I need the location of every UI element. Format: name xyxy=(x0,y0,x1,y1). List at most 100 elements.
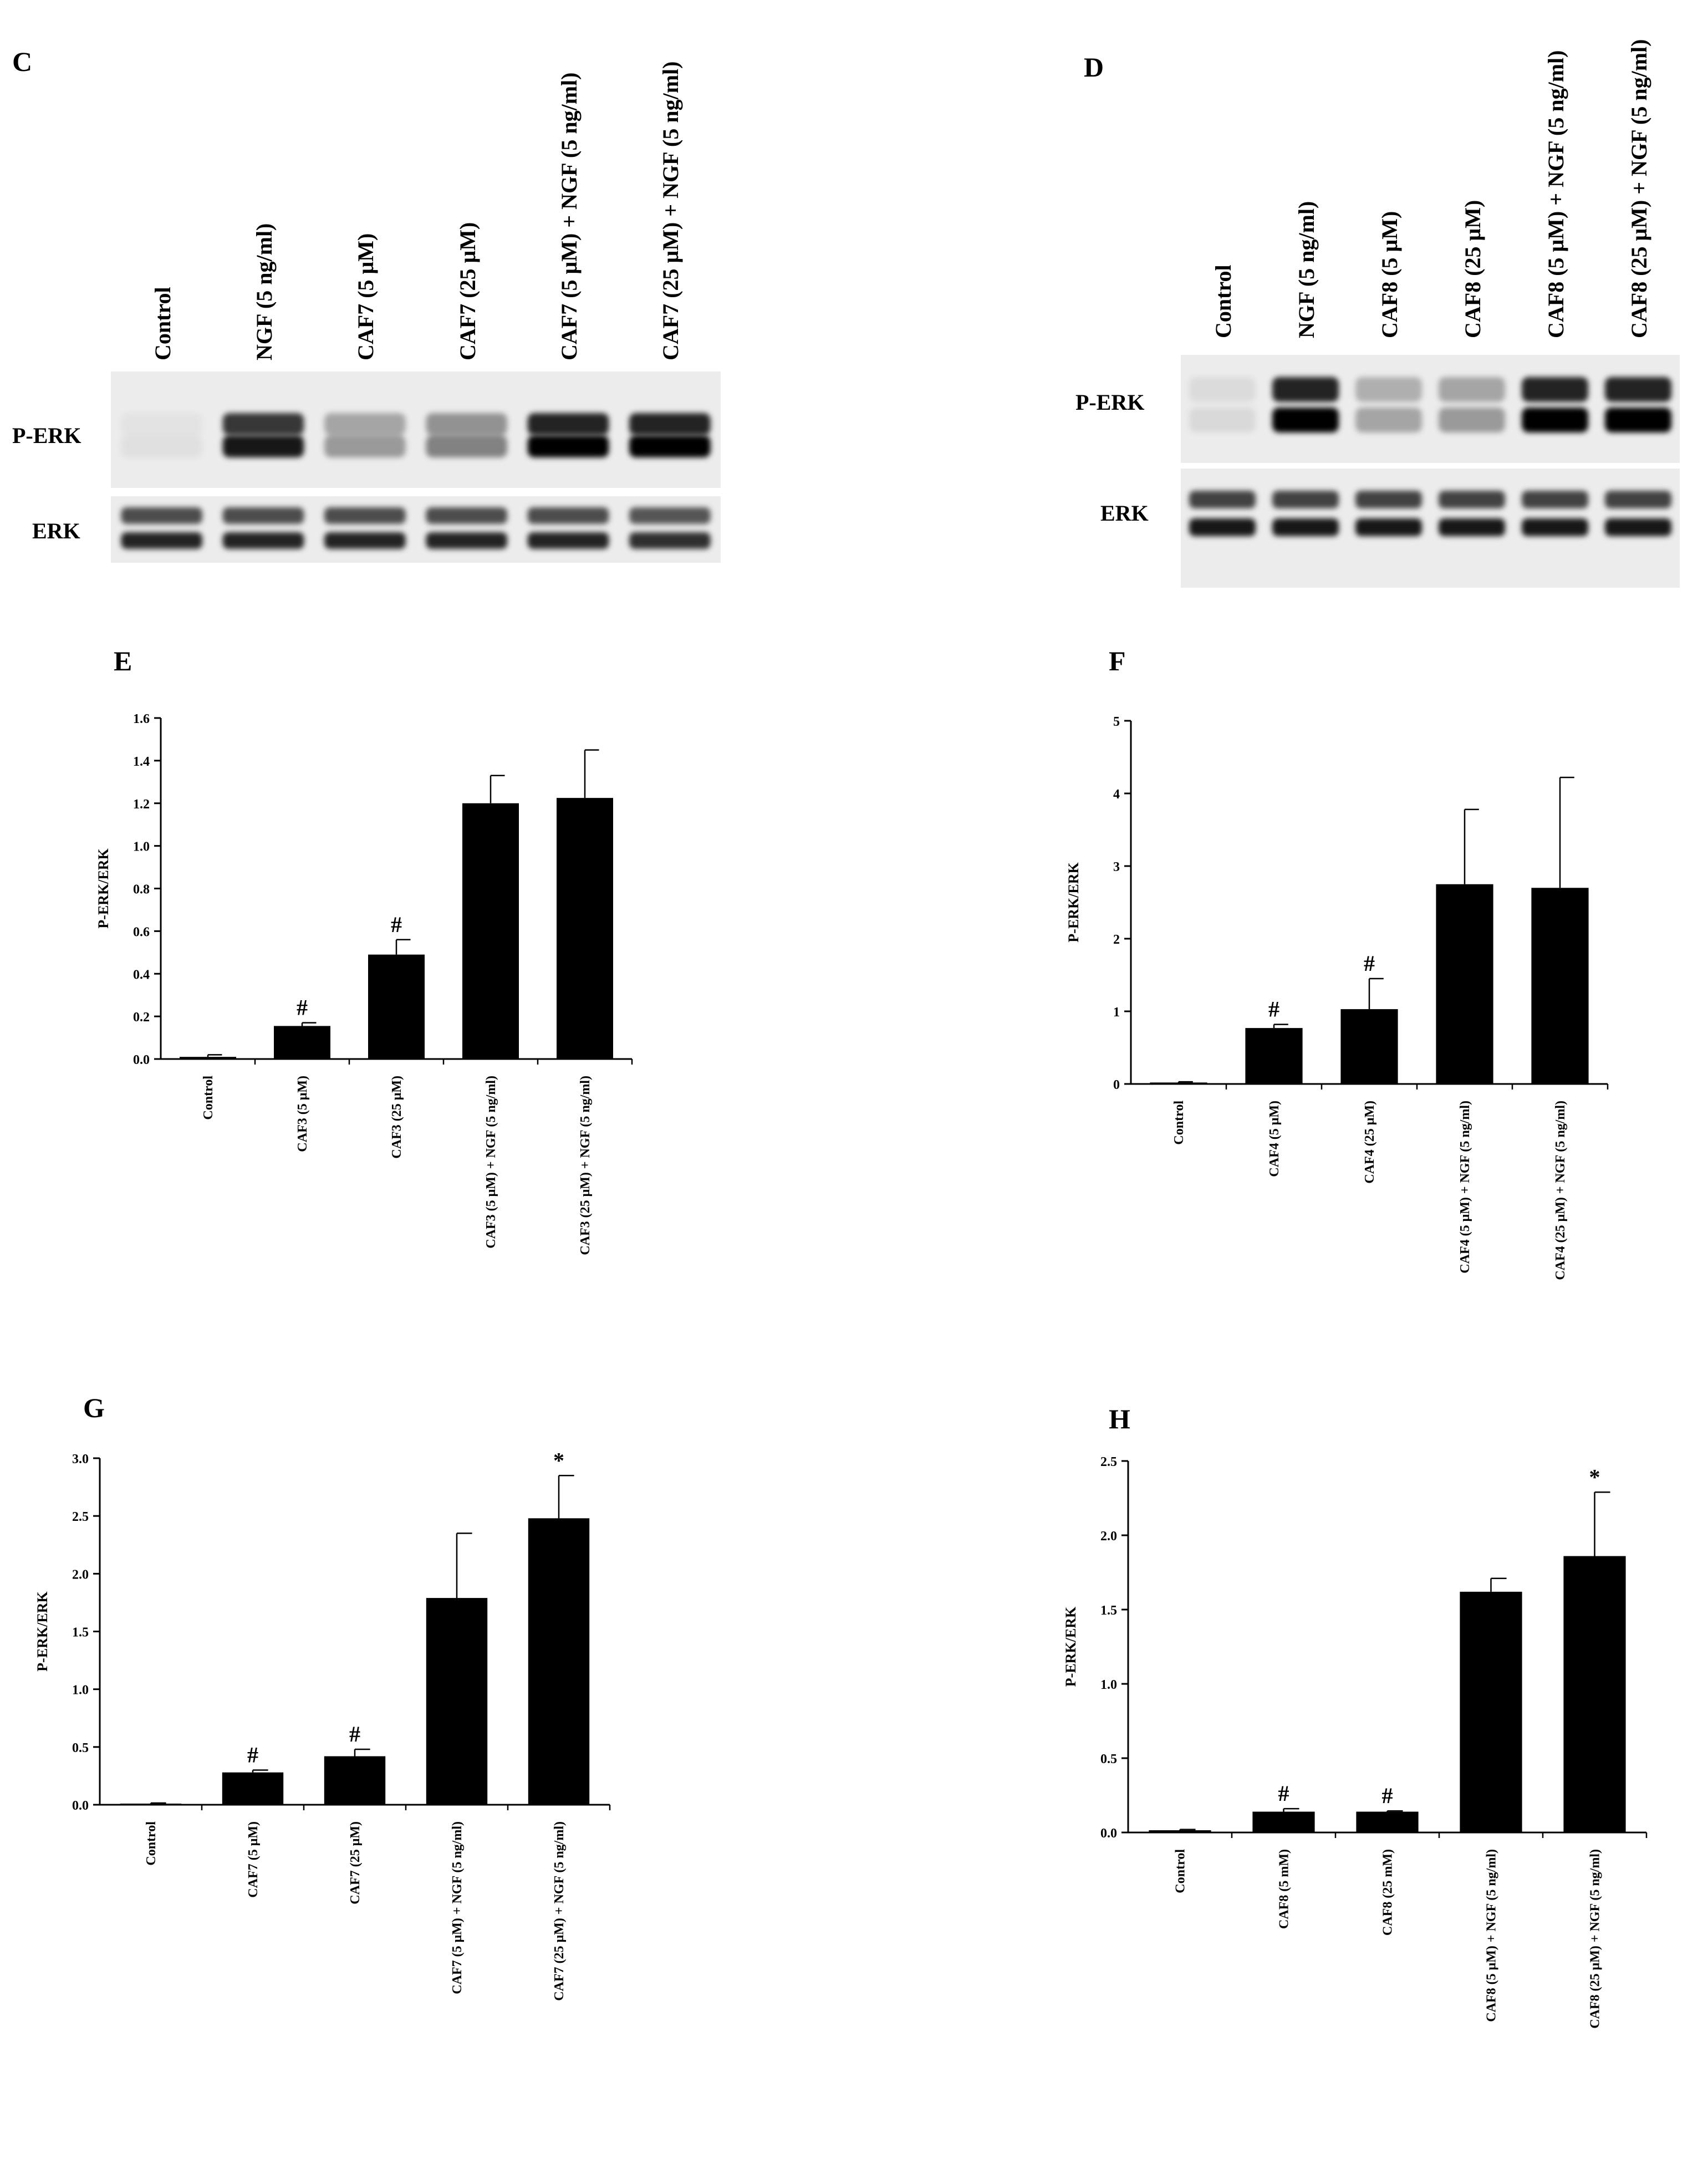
bar-5 xyxy=(1563,1556,1626,1832)
blot-lane-label: CAF8 (5 μM) + NGF (5 ng/ml) xyxy=(1543,50,1568,338)
band-erk-1 xyxy=(1439,491,1505,508)
y-tick-label: 2.5 xyxy=(72,1510,89,1524)
bar-4 xyxy=(462,803,519,1059)
band-erk-2 xyxy=(1272,518,1339,536)
band-erk-2 xyxy=(1522,518,1588,536)
band-perk-2 xyxy=(527,435,609,457)
band-perk-1 xyxy=(527,413,609,435)
panel-letter-g: G xyxy=(83,1392,105,1423)
y-tick-label: 0.5 xyxy=(72,1741,89,1755)
y-tick-label: 1.4 xyxy=(133,755,150,769)
band-perk-2 xyxy=(324,435,406,457)
category-label: CAF8 (25 mM) xyxy=(1381,1849,1395,1936)
blot-perk-background xyxy=(1181,355,1680,463)
category-label: Control xyxy=(201,1076,216,1120)
blot-lane-label: CAF7 (5 μM) xyxy=(353,233,379,360)
chart-f: 0 1 2 3 4 5 P-ERK/ERK Control # CAF4 (5 μM) # CAF4 … xyxy=(1065,715,1609,1280)
band-perk-2 xyxy=(1605,408,1671,432)
y-tick-label: 3.0 xyxy=(72,1452,89,1467)
y-tick-label: 0 xyxy=(1113,1078,1120,1092)
bar-3 xyxy=(1340,1009,1398,1084)
category-label: Control xyxy=(1172,1101,1186,1145)
y-tick-label: 1.0 xyxy=(133,840,150,854)
band-perk-2 xyxy=(426,435,507,457)
y-tick-label: 1.6 xyxy=(133,712,150,726)
category-label: CAF3 (25 μM) xyxy=(390,1076,404,1159)
blot-lane-label: Control xyxy=(1211,264,1236,338)
blot-lane-label: NGF (5 ng/ml) xyxy=(252,223,277,360)
blot-lane-label: NGF (5 ng/ml) xyxy=(1294,201,1319,338)
panel-letter-e: E xyxy=(114,645,132,676)
blot-d-erk-label: ERK xyxy=(1100,501,1149,526)
band-perk-2 xyxy=(121,435,202,457)
y-axis-label: P-ERK/ERK xyxy=(1063,1606,1079,1687)
significance-mark: # xyxy=(1382,1783,1393,1808)
category-label: CAF4 (25 μM) xyxy=(1363,1101,1377,1184)
y-tick-label: 4 xyxy=(1113,787,1120,802)
blot-erk-background xyxy=(1181,469,1680,588)
blot-c-image xyxy=(111,371,721,563)
panel-letter-d: D xyxy=(1084,52,1104,83)
category-label: CAF7 (5 μM) xyxy=(246,1821,261,1898)
band-perk-2 xyxy=(1355,408,1422,432)
band-erk-1 xyxy=(121,507,202,524)
y-tick-label: 5 xyxy=(1113,715,1120,729)
blot-c-perk-label: P-ERK xyxy=(12,423,81,448)
band-perk-1 xyxy=(1522,377,1588,402)
y-tick-label: 1.5 xyxy=(1100,1603,1117,1618)
y-tick-label: 2.5 xyxy=(1100,1455,1117,1469)
bar-4 xyxy=(1460,1591,1522,1832)
band-erk-2 xyxy=(222,532,304,549)
category-label: CAF7 (5 μM) + NGF (5 ng/ml) xyxy=(450,1821,465,1994)
band-erk-1 xyxy=(629,507,711,524)
band-erk-2 xyxy=(1189,518,1256,536)
panel-letter-f: F xyxy=(1109,645,1126,676)
band-perk-1 xyxy=(1189,377,1256,402)
y-tick-label: 1 xyxy=(1113,1005,1120,1020)
band-erk-1 xyxy=(1355,491,1422,508)
y-tick-label: 3 xyxy=(1113,860,1120,874)
blot-lane-label: CAF8 (25 μM) xyxy=(1460,200,1485,338)
significance-mark: # xyxy=(297,995,308,1020)
chart-g: 0.0 0.5 1.0 1.5 2.0 2.5 3.0 P-ERK/ERK Control # CA… xyxy=(34,1448,611,2001)
band-erk-2 xyxy=(629,532,711,549)
y-tick-label: 0.2 xyxy=(133,1010,150,1025)
blot-erk-background xyxy=(111,496,721,563)
band-erk-1 xyxy=(1189,491,1256,508)
y-axis-label: P-ERK/ERK xyxy=(95,848,111,929)
category-label: Control xyxy=(1174,1849,1188,1893)
significance-mark: # xyxy=(349,1722,360,1747)
bar-2 xyxy=(1252,1811,1315,1832)
category-label: CAF7 (25 μM) xyxy=(348,1821,363,1905)
y-tick-label: 0.0 xyxy=(133,1053,150,1067)
blot-lane-label: Control xyxy=(150,287,175,360)
band-erk-1 xyxy=(222,507,304,524)
band-perk-2 xyxy=(1522,408,1588,432)
blot-c-erk-label: ERK xyxy=(32,518,80,543)
bar-5 xyxy=(1531,888,1589,1084)
y-axis-label: P-ERK/ERK xyxy=(1065,862,1082,943)
y-tick-label: 2 xyxy=(1113,933,1120,947)
y-tick-label: 0.8 xyxy=(133,883,150,897)
band-perk-1 xyxy=(222,413,304,435)
blot-perk-background xyxy=(111,371,721,488)
band-erk-2 xyxy=(1439,518,1505,536)
panel-letter-c: C xyxy=(12,46,33,77)
bar-2 xyxy=(274,1026,330,1059)
band-perk-1 xyxy=(121,413,202,435)
category-label: CAF3 (5 μM) xyxy=(295,1076,310,1152)
bar-2 xyxy=(222,1772,284,1805)
band-perk-2 xyxy=(1189,408,1256,432)
chart-h: 0.0 0.5 1.0 1.5 2.0 2.5 P-ERK/ERK Control # CAF8 … xyxy=(1063,1455,1648,2029)
band-erk-2 xyxy=(426,532,507,549)
chart-e: 0.0 0.2 0.4 0.6 0.8 1.0 1.2 1.4 1.6 P-ERK/ERK Cont… xyxy=(95,712,633,1255)
band-perk-2 xyxy=(1272,408,1339,432)
category-label: CAF8 (5 μM) + NGF (5 ng/ml) xyxy=(1485,1849,1499,2022)
category-label: CAF8 (5 mM) xyxy=(1277,1849,1292,1929)
significance-mark: # xyxy=(247,1743,258,1768)
y-tick-label: 2.0 xyxy=(72,1567,89,1582)
y-tick-label: 0.5 xyxy=(1100,1752,1117,1766)
blot-d-perk-label: P-ERK xyxy=(1075,390,1145,415)
category-label: CAF3 (25 μM) + NGF (5 ng/ml) xyxy=(578,1076,593,1255)
bar-1 xyxy=(1149,1830,1211,1832)
